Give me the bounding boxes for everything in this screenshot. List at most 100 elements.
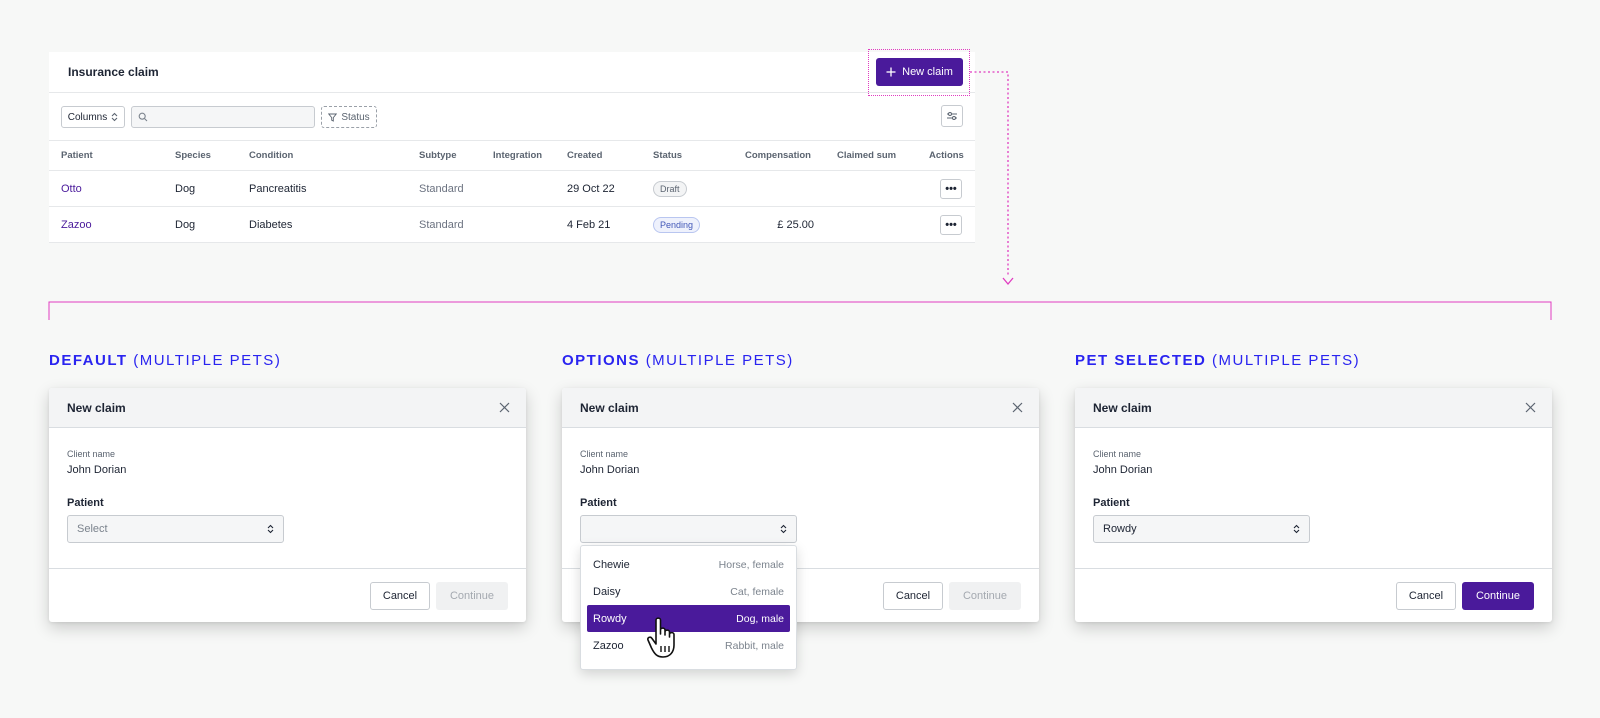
patient-select[interactable]: Select: [67, 515, 284, 543]
actions-cell: •••: [940, 171, 962, 206]
patient-select[interactable]: [580, 515, 797, 543]
created-cell: 29 Oct 22: [567, 182, 615, 195]
patient-link[interactable]: Zazoo: [61, 218, 92, 231]
sort-arrows-icon: [111, 112, 118, 122]
patient-label: Patient: [580, 497, 617, 509]
cancel-button[interactable]: Cancel: [370, 582, 430, 610]
section-heading-pet-selected: PET SELECTED (MULTIPLE PETS): [1075, 352, 1360, 369]
status-badge: Draft: [653, 180, 687, 197]
col-integration[interactable]: Integration: [493, 150, 543, 161]
new-claim-button-label: New claim: [902, 66, 953, 78]
dropdown-option-zazoo[interactable]: Zazoo Rabbit, male: [587, 632, 790, 659]
client-name-value: John Dorian: [580, 464, 640, 476]
section-heading-strong: PET SELECTED: [1075, 352, 1207, 369]
plus-icon: [886, 67, 896, 77]
modal-title: New claim: [1093, 400, 1152, 415]
search-box: [131, 106, 315, 128]
status-filter-button[interactable]: Status: [321, 106, 377, 128]
modal-footer: Cancel Continue: [1075, 569, 1552, 621]
dropdown-option-chewie[interactable]: Chewie Horse, female: [587, 551, 790, 578]
more-dots-icon[interactable]: •••: [940, 214, 962, 235]
section-heading-light: (MULTIPLE PETS): [133, 352, 282, 369]
modal-title: New claim: [67, 400, 126, 415]
species-cell: Dog: [175, 182, 196, 195]
status-cell: Draft: [653, 171, 687, 206]
hand-pointer-icon: [647, 617, 675, 658]
col-claimed-sum[interactable]: Claimed sum: [837, 150, 897, 161]
created-cell: 4 Feb 21: [567, 218, 611, 231]
sliders-icon: [947, 112, 957, 120]
col-subtype[interactable]: Subtype: [419, 150, 457, 161]
continue-button[interactable]: Continue: [1462, 582, 1534, 610]
subtype-cell: Standard: [419, 182, 464, 195]
continue-button[interactable]: Continue: [436, 582, 508, 610]
table-row: Otto Dog Pancreatitis Standard 29 Oct 22…: [49, 171, 975, 207]
sort-arrows-icon: [1293, 524, 1300, 534]
client-name-label: Client name: [67, 449, 116, 459]
search-input[interactable]: [152, 111, 312, 123]
patient-select-value: Select: [77, 523, 108, 535]
condition-cell: Pancreatitis: [249, 182, 307, 195]
col-created[interactable]: Created: [567, 150, 603, 161]
client-name-label: Client name: [1093, 449, 1142, 459]
more-dots-icon[interactable]: •••: [940, 178, 962, 199]
table-settings-button[interactable]: [941, 105, 963, 127]
species-cell: Dog: [175, 218, 196, 231]
option-description: Dog, male: [736, 612, 784, 625]
client-name-value: John Dorian: [67, 464, 127, 476]
option-name: Zazoo: [593, 639, 624, 652]
dropdown-option-daisy[interactable]: Daisy Cat, female: [587, 578, 790, 605]
table-row: Zazoo Dog Diabetes Standard 4 Feb 21 Pen…: [49, 207, 975, 243]
col-status[interactable]: Status: [653, 150, 683, 161]
modal-header: New claim: [1075, 388, 1552, 428]
status-cell: Pending: [653, 207, 701, 242]
sort-arrows-icon: [780, 524, 787, 534]
columns-button[interactable]: Columns: [61, 106, 125, 128]
col-compensation[interactable]: Compensation: [745, 150, 811, 161]
section-heading-default: DEFAULT (MULTIPLE PETS): [49, 352, 281, 369]
option-name: Chewie: [593, 558, 630, 571]
section-heading-options: OPTIONS (MULTIPLE PETS): [562, 352, 794, 369]
new-claim-button[interactable]: New claim: [876, 58, 963, 86]
modal-footer: Cancel Continue: [49, 569, 526, 621]
condition-cell: Diabetes: [249, 218, 293, 231]
option-description: Cat, female: [730, 585, 784, 598]
status-badge: Pending: [653, 216, 701, 233]
table-header-row: Patient Species Condition Subtype Integr…: [49, 141, 975, 171]
cancel-button[interactable]: Cancel: [1396, 582, 1456, 610]
modal-body: Client name John Dorian Patient Select: [49, 428, 526, 569]
modal-body: Client name John Dorian Patient Rowdy: [1075, 428, 1552, 569]
search-icon: [138, 112, 148, 122]
table-toolbar: Columns Status: [49, 93, 975, 141]
col-patient[interactable]: Patient: [61, 150, 93, 161]
close-icon[interactable]: [496, 400, 512, 416]
col-condition[interactable]: Condition: [249, 150, 294, 161]
continue-button[interactable]: Continue: [949, 582, 1021, 610]
option-description: Horse, female: [718, 558, 784, 571]
cancel-button[interactable]: Cancel: [883, 582, 943, 610]
client-name-value: John Dorian: [1093, 464, 1153, 476]
close-icon[interactable]: [1522, 400, 1538, 416]
modal-header: New claim: [49, 388, 526, 428]
dropdown-option-rowdy[interactable]: Rowdy Dog, male: [587, 605, 790, 632]
option-name: Rowdy: [593, 612, 627, 625]
sort-arrows-icon: [267, 524, 274, 534]
compensation-cell: £ 25.00: [777, 218, 814, 231]
modal-body: Client name John Dorian Patient: [562, 428, 1039, 569]
close-icon[interactable]: [1009, 400, 1025, 416]
modal-title: New claim: [580, 400, 639, 415]
new-claim-modal-pet-selected: New claim Client name John Dorian Patien…: [1075, 388, 1552, 622]
option-name: Daisy: [593, 585, 621, 598]
status-filter-label: Status: [341, 111, 370, 123]
col-species[interactable]: Species: [175, 150, 211, 161]
patient-select-value: Rowdy: [1103, 523, 1137, 535]
patient-select[interactable]: Rowdy: [1093, 515, 1310, 543]
table-title: Insurance claim: [68, 65, 159, 79]
client-name-label: Client name: [580, 449, 629, 459]
insurance-claim-table-card: Insurance claim Columns Status Patient S…: [49, 52, 975, 243]
option-description: Rabbit, male: [725, 639, 784, 652]
modal-header: New claim: [562, 388, 1039, 428]
new-claim-modal-default: New claim Client name John Dorian Patien…: [49, 388, 526, 622]
patient-link[interactable]: Otto: [61, 182, 82, 195]
